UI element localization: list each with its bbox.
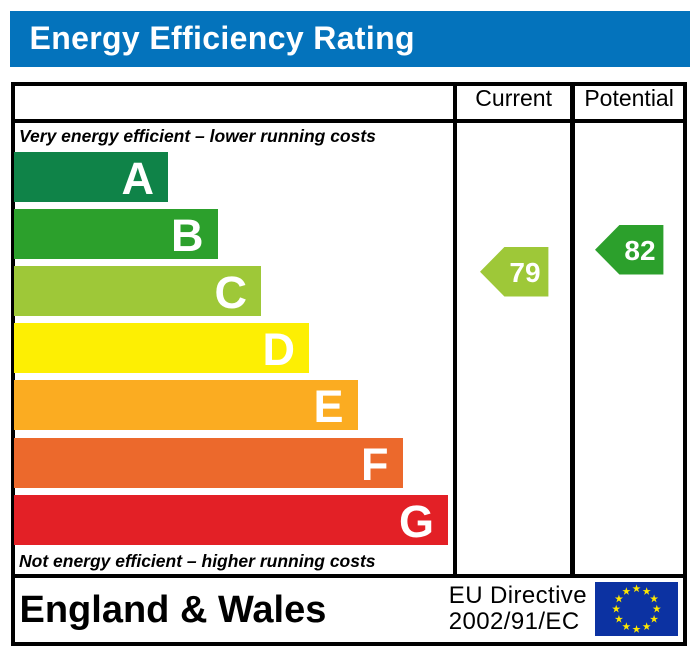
svg-text:79: 79: [510, 257, 541, 288]
svg-text:82: 82: [624, 235, 655, 266]
